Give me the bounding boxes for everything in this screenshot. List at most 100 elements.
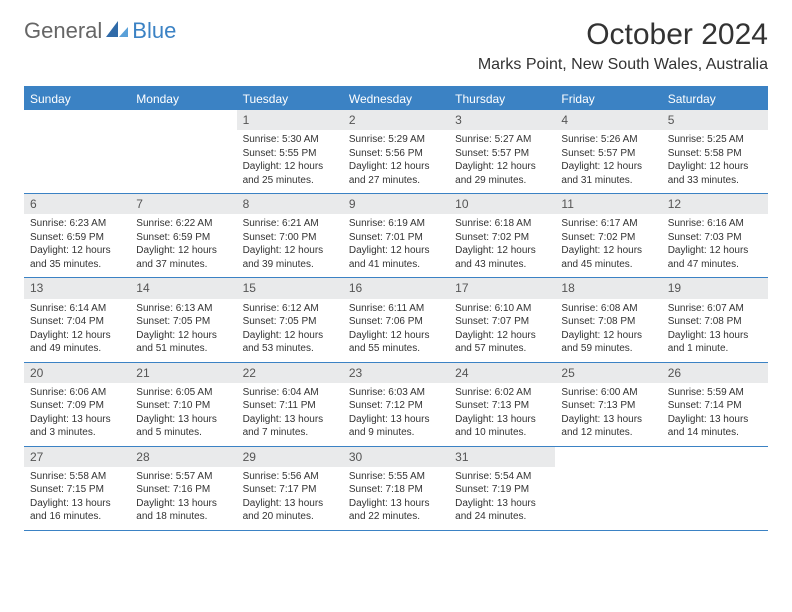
day-header-sunday: Sunday xyxy=(24,88,130,110)
calendar-cell: 23Sunrise: 6:03 AMSunset: 7:12 PMDayligh… xyxy=(343,363,449,446)
sunset-text: Sunset: 5:57 PM xyxy=(561,147,655,161)
calendar-cell: 26Sunrise: 5:59 AMSunset: 7:14 PMDayligh… xyxy=(662,363,768,446)
daylight-text: Daylight: 13 hours and 9 minutes. xyxy=(349,413,443,440)
daylight-text: Daylight: 12 hours and 41 minutes. xyxy=(349,244,443,271)
sunrise-text: Sunrise: 6:03 AM xyxy=(349,386,443,400)
day-number: 15 xyxy=(237,278,343,298)
sunrise-text: Sunrise: 6:12 AM xyxy=(243,302,337,316)
day-number: 27 xyxy=(24,447,130,467)
sunrise-text: Sunrise: 6:23 AM xyxy=(30,217,124,231)
day-number: 20 xyxy=(24,363,130,383)
calendar-cell: 2Sunrise: 5:29 AMSunset: 5:56 PMDaylight… xyxy=(343,110,449,193)
day-number: 10 xyxy=(449,194,555,214)
daylight-text: Daylight: 12 hours and 53 minutes. xyxy=(243,329,337,356)
cell-body: Sunrise: 6:11 AMSunset: 7:06 PMDaylight:… xyxy=(343,299,449,362)
sunset-text: Sunset: 7:03 PM xyxy=(668,231,762,245)
day-number: 19 xyxy=(662,278,768,298)
day-number: 28 xyxy=(130,447,236,467)
calendar-cell: 20Sunrise: 6:06 AMSunset: 7:09 PMDayligh… xyxy=(24,363,130,446)
sunset-text: Sunset: 7:05 PM xyxy=(136,315,230,329)
day-number: 21 xyxy=(130,363,236,383)
sunset-text: Sunset: 7:11 PM xyxy=(243,399,337,413)
daylight-text: Daylight: 13 hours and 24 minutes. xyxy=(455,497,549,524)
sunset-text: Sunset: 7:05 PM xyxy=(243,315,337,329)
day-number: 4 xyxy=(555,110,661,130)
day-number: 16 xyxy=(343,278,449,298)
cell-body: Sunrise: 6:03 AMSunset: 7:12 PMDaylight:… xyxy=(343,383,449,446)
sunrise-text: Sunrise: 5:57 AM xyxy=(136,470,230,484)
daylight-text: Daylight: 12 hours and 55 minutes. xyxy=(349,329,443,356)
day-number: 13 xyxy=(24,278,130,298)
sunrise-text: Sunrise: 6:14 AM xyxy=(30,302,124,316)
week-row: 13Sunrise: 6:14 AMSunset: 7:04 PMDayligh… xyxy=(24,278,768,362)
calendar-cell: 29Sunrise: 5:56 AMSunset: 7:17 PMDayligh… xyxy=(237,447,343,530)
cell-body: Sunrise: 6:19 AMSunset: 7:01 PMDaylight:… xyxy=(343,214,449,277)
day-number: 31 xyxy=(449,447,555,467)
day-number: 7 xyxy=(130,194,236,214)
sunset-text: Sunset: 7:01 PM xyxy=(349,231,443,245)
sunrise-text: Sunrise: 5:25 AM xyxy=(668,133,762,147)
cell-body: Sunrise: 5:30 AMSunset: 5:55 PMDaylight:… xyxy=(237,130,343,193)
week-row: 27Sunrise: 5:58 AMSunset: 7:15 PMDayligh… xyxy=(24,447,768,531)
sunset-text: Sunset: 7:02 PM xyxy=(455,231,549,245)
sunset-text: Sunset: 7:04 PM xyxy=(30,315,124,329)
cell-body: Sunrise: 6:12 AMSunset: 7:05 PMDaylight:… xyxy=(237,299,343,362)
sunrise-text: Sunrise: 5:58 AM xyxy=(30,470,124,484)
daylight-text: Daylight: 12 hours and 51 minutes. xyxy=(136,329,230,356)
cell-body: Sunrise: 6:21 AMSunset: 7:00 PMDaylight:… xyxy=(237,214,343,277)
calendar-cell: 30Sunrise: 5:55 AMSunset: 7:18 PMDayligh… xyxy=(343,447,449,530)
day-number xyxy=(662,447,768,451)
daylight-text: Daylight: 13 hours and 5 minutes. xyxy=(136,413,230,440)
day-number: 18 xyxy=(555,278,661,298)
sunset-text: Sunset: 7:10 PM xyxy=(136,399,230,413)
cell-body: Sunrise: 5:54 AMSunset: 7:19 PMDaylight:… xyxy=(449,467,555,530)
calendar-cell: 4Sunrise: 5:26 AMSunset: 5:57 PMDaylight… xyxy=(555,110,661,193)
calendar-cell xyxy=(130,110,236,193)
day-header-friday: Friday xyxy=(555,88,661,110)
calendar-cell: 31Sunrise: 5:54 AMSunset: 7:19 PMDayligh… xyxy=(449,447,555,530)
cell-body: Sunrise: 6:14 AMSunset: 7:04 PMDaylight:… xyxy=(24,299,130,362)
calendar-cell: 16Sunrise: 6:11 AMSunset: 7:06 PMDayligh… xyxy=(343,278,449,361)
daylight-text: Daylight: 12 hours and 57 minutes. xyxy=(455,329,549,356)
day-number: 30 xyxy=(343,447,449,467)
cell-body: Sunrise: 6:10 AMSunset: 7:07 PMDaylight:… xyxy=(449,299,555,362)
daylight-text: Daylight: 13 hours and 22 minutes. xyxy=(349,497,443,524)
cell-body: Sunrise: 5:27 AMSunset: 5:57 PMDaylight:… xyxy=(449,130,555,193)
day-number: 25 xyxy=(555,363,661,383)
sunset-text: Sunset: 7:14 PM xyxy=(668,399,762,413)
calendar-cell: 17Sunrise: 6:10 AMSunset: 7:07 PMDayligh… xyxy=(449,278,555,361)
calendar-cell: 5Sunrise: 5:25 AMSunset: 5:58 PMDaylight… xyxy=(662,110,768,193)
daylight-text: Daylight: 13 hours and 7 minutes. xyxy=(243,413,337,440)
calendar-cell: 10Sunrise: 6:18 AMSunset: 7:02 PMDayligh… xyxy=(449,194,555,277)
daylight-text: Daylight: 13 hours and 20 minutes. xyxy=(243,497,337,524)
sunset-text: Sunset: 5:57 PM xyxy=(455,147,549,161)
sunrise-text: Sunrise: 6:17 AM xyxy=(561,217,655,231)
daylight-text: Daylight: 13 hours and 14 minutes. xyxy=(668,413,762,440)
daylight-text: Daylight: 12 hours and 59 minutes. xyxy=(561,329,655,356)
weeks-container: 1Sunrise: 5:30 AMSunset: 5:55 PMDaylight… xyxy=(24,110,768,531)
cell-body: Sunrise: 5:25 AMSunset: 5:58 PMDaylight:… xyxy=(662,130,768,193)
sunrise-text: Sunrise: 6:22 AM xyxy=(136,217,230,231)
day-number xyxy=(555,447,661,451)
calendar-cell: 28Sunrise: 5:57 AMSunset: 7:16 PMDayligh… xyxy=(130,447,236,530)
calendar-cell: 12Sunrise: 6:16 AMSunset: 7:03 PMDayligh… xyxy=(662,194,768,277)
sunrise-text: Sunrise: 6:04 AM xyxy=(243,386,337,400)
logo-text-blue: Blue xyxy=(132,18,176,44)
sunrise-text: Sunrise: 6:06 AM xyxy=(30,386,124,400)
day-headers-row: Sunday Monday Tuesday Wednesday Thursday… xyxy=(24,88,768,110)
cell-body: Sunrise: 5:55 AMSunset: 7:18 PMDaylight:… xyxy=(343,467,449,530)
calendar-cell: 24Sunrise: 6:02 AMSunset: 7:13 PMDayligh… xyxy=(449,363,555,446)
daylight-text: Daylight: 12 hours and 49 minutes. xyxy=(30,329,124,356)
calendar-cell: 9Sunrise: 6:19 AMSunset: 7:01 PMDaylight… xyxy=(343,194,449,277)
sunset-text: Sunset: 6:59 PM xyxy=(30,231,124,245)
sunrise-text: Sunrise: 5:59 AM xyxy=(668,386,762,400)
sunrise-text: Sunrise: 5:26 AM xyxy=(561,133,655,147)
calendar-cell: 27Sunrise: 5:58 AMSunset: 7:15 PMDayligh… xyxy=(24,447,130,530)
daylight-text: Daylight: 13 hours and 1 minute. xyxy=(668,329,762,356)
cell-body: Sunrise: 5:29 AMSunset: 5:56 PMDaylight:… xyxy=(343,130,449,193)
daylight-text: Daylight: 13 hours and 16 minutes. xyxy=(30,497,124,524)
daylight-text: Daylight: 12 hours and 43 minutes. xyxy=(455,244,549,271)
sunrise-text: Sunrise: 6:02 AM xyxy=(455,386,549,400)
calendar-cell: 15Sunrise: 6:12 AMSunset: 7:05 PMDayligh… xyxy=(237,278,343,361)
cell-body: Sunrise: 5:57 AMSunset: 7:16 PMDaylight:… xyxy=(130,467,236,530)
